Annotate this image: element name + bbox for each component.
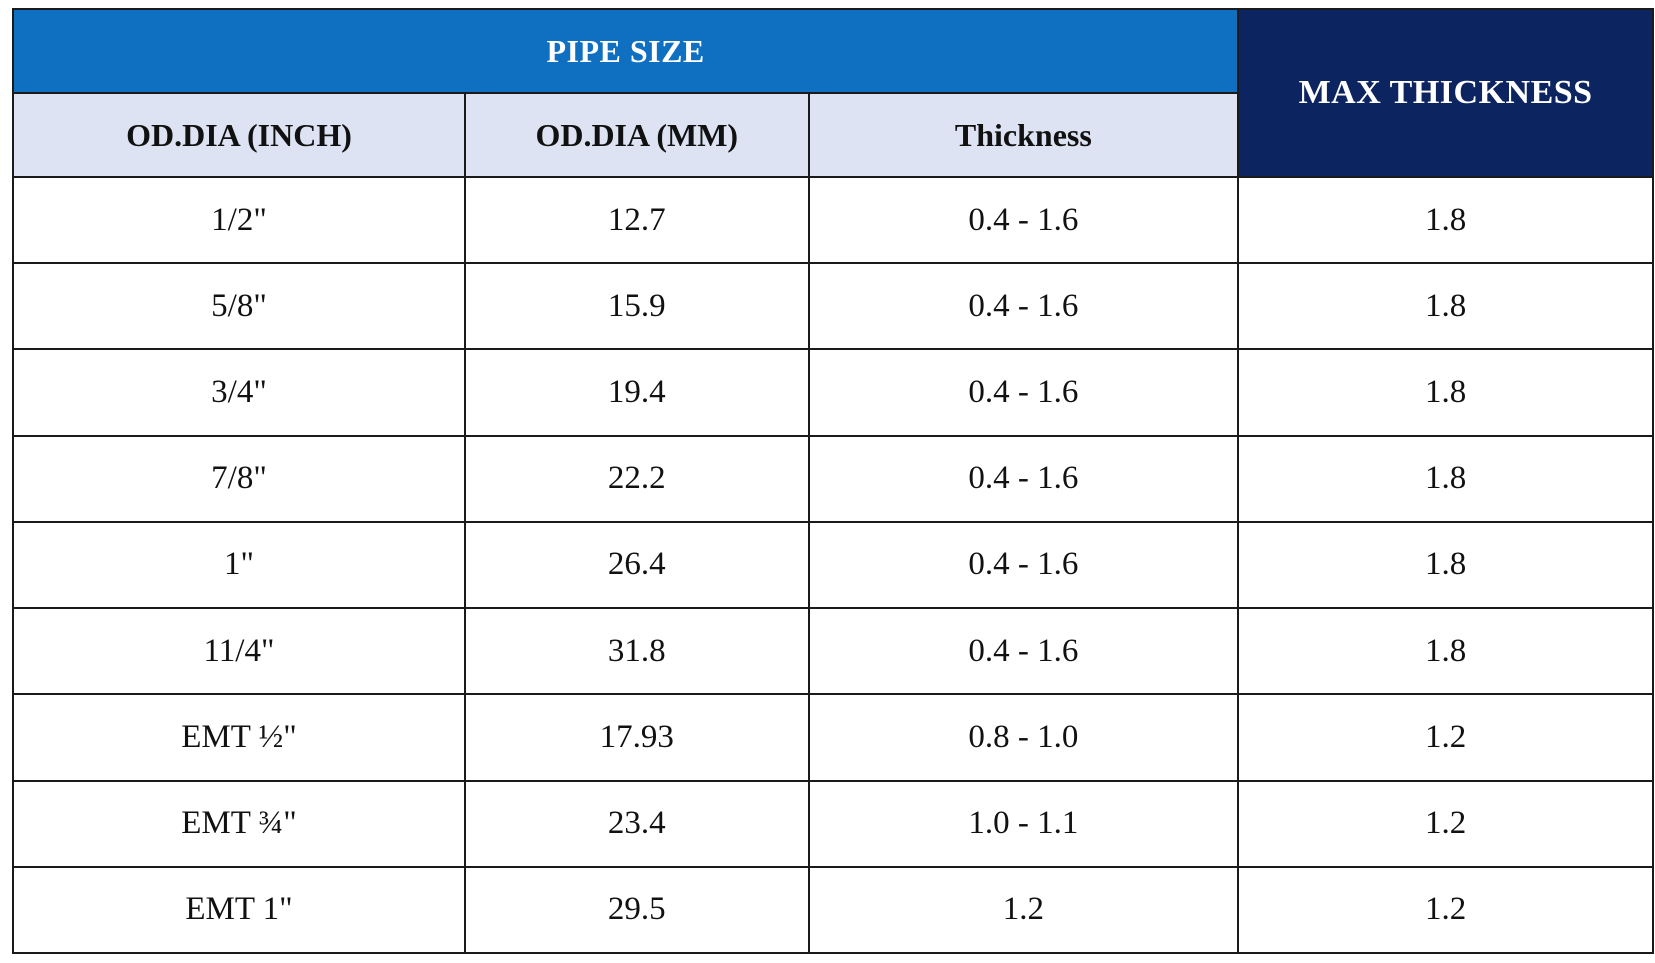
- table-row: 11/4" 31.8 0.4 - 1.6 1.8: [12, 607, 1654, 696]
- od-dia-mm-cell: 19.4: [464, 348, 810, 437]
- od-dia-mm-cell: 23.4: [464, 779, 810, 868]
- max-thickness-cell: 1.2: [1237, 865, 1654, 955]
- od-dia-mm-cell: 31.8: [464, 607, 810, 696]
- od-dia-inch-cell: EMT ¾": [12, 779, 466, 868]
- od-dia-mm-cell: 26.4: [464, 520, 810, 610]
- od-dia-inch-cell: EMT ½": [12, 693, 466, 782]
- col-header-od-dia-inch: OD.DIA (INCH): [12, 92, 466, 178]
- thickness-cell: 1.2: [807, 865, 1240, 955]
- od-dia-inch-cell: 11/4": [12, 607, 466, 696]
- thickness-cell: 0.4 - 1.6: [807, 434, 1240, 523]
- table-row: 1/2" 12.7 0.4 - 1.6 1.8: [12, 175, 1654, 265]
- table-row: EMT ¾" 23.4 1.0 - 1.1 1.2: [12, 779, 1654, 868]
- table-body: 1/2" 12.7 0.4 - 1.6 1.8 5/8" 15.9 0.4 - 1.6 1.8…: [12, 175, 1654, 955]
- max-thickness-cell: 1.8: [1237, 262, 1654, 351]
- max-thickness-cell: 1.8: [1237, 434, 1654, 523]
- table-row: 7/8" 22.2 0.4 - 1.6 1.8: [12, 434, 1654, 523]
- od-dia-mm-cell: 17.93: [464, 693, 810, 782]
- thickness-cell: 1.0 - 1.1: [807, 779, 1240, 868]
- thickness-cell: 0.4 - 1.6: [807, 175, 1240, 265]
- thickness-cell: 0.4 - 1.6: [807, 348, 1240, 437]
- max-thickness-cell: 1.8: [1237, 175, 1654, 265]
- thickness-cell: 0.4 - 1.6: [807, 607, 1240, 696]
- table-row: EMT ½" 17.93 0.8 - 1.0 1.2: [12, 693, 1654, 782]
- max-thickness-header: MAX THICKNESS: [1237, 8, 1654, 178]
- table-row: 5/8" 15.9 0.4 - 1.6 1.8: [12, 262, 1654, 351]
- table-row: 3/4" 19.4 0.4 - 1.6 1.8: [12, 348, 1654, 437]
- max-thickness-cell: 1.8: [1237, 348, 1654, 437]
- od-dia-mm-cell: 15.9: [464, 262, 810, 351]
- od-dia-inch-cell: 1": [12, 520, 466, 610]
- od-dia-mm-cell: 12.7: [464, 175, 810, 265]
- od-dia-inch-cell: 5/8": [12, 262, 466, 351]
- max-thickness-cell: 1.2: [1237, 693, 1654, 782]
- od-dia-mm-cell: 29.5: [464, 865, 810, 955]
- table-row: 1" 26.4 0.4 - 1.6 1.8: [12, 520, 1654, 610]
- col-header-thickness: Thickness: [807, 92, 1240, 178]
- max-thickness-cell: 1.8: [1237, 520, 1654, 610]
- od-dia-inch-cell: 7/8": [12, 434, 466, 523]
- pipe-size-table: PIPE SIZE MAX THICKNESS OD.DIA (INCH) OD…: [11, 8, 1654, 955]
- od-dia-mm-cell: 22.2: [464, 434, 810, 523]
- col-header-od-dia-mm: OD.DIA (MM): [464, 92, 810, 178]
- thickness-cell: 0.4 - 1.6: [807, 520, 1240, 610]
- od-dia-inch-cell: 1/2": [12, 175, 466, 265]
- table-row: EMT 1" 29.5 1.2 1.2: [12, 865, 1654, 955]
- od-dia-inch-cell: EMT 1": [12, 865, 466, 955]
- thickness-cell: 0.8 - 1.0: [807, 693, 1240, 782]
- table-header: PIPE SIZE MAX THICKNESS OD.DIA (INCH) OD…: [11, 8, 1654, 178]
- thickness-cell: 0.4 - 1.6: [807, 262, 1240, 351]
- column-header-row: OD.DIA (INCH) OD.DIA (MM) Thickness: [12, 92, 1653, 178]
- pipe-size-header: PIPE SIZE: [11, 8, 1240, 94]
- group-header-row: PIPE SIZE MAX THICKNESS: [11, 8, 1654, 178]
- max-thickness-cell: 1.2: [1237, 779, 1654, 868]
- od-dia-inch-cell: 3/4": [12, 348, 466, 437]
- max-thickness-cell: 1.8: [1237, 607, 1654, 696]
